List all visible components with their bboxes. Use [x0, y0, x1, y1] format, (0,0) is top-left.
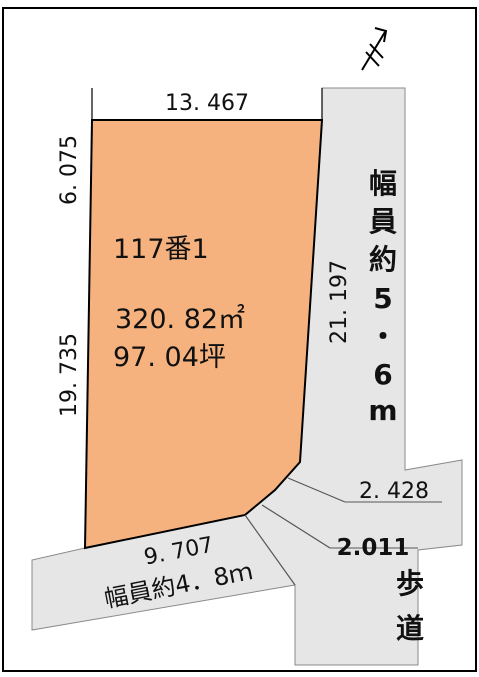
- sidewalk-char: 歩: [396, 567, 424, 600]
- sidewalk-label: 歩 道: [396, 567, 424, 645]
- dimension-left-upper: 6. 075: [57, 135, 82, 205]
- east-road-char: 約: [369, 243, 397, 276]
- east-road-char: 6: [373, 358, 392, 391]
- north-arrow-icon: [361, 27, 388, 71]
- corner-leader-lower: [261, 504, 331, 549]
- lot-area-sqm: 320. 82㎡: [115, 304, 245, 335]
- lot-area-tsubo: 97. 04坪: [113, 342, 226, 373]
- east-road-char: m: [368, 394, 397, 427]
- dimension-right: 21. 197: [327, 260, 352, 344]
- east-road-char: ・: [369, 320, 397, 353]
- east-road-char: 5: [373, 282, 392, 315]
- east-road-label: 幅 員 約 5 ・ 6 m: [368, 167, 397, 427]
- sidewalk-char: 道: [396, 612, 424, 645]
- sidewalk-boundary-line: [244, 514, 296, 586]
- east-road-char: 幅: [369, 167, 397, 200]
- dimension-corner-upper: 2. 428: [359, 479, 429, 504]
- dimension-corner-lower: 2.011: [337, 535, 410, 561]
- lot-number: 117番1: [113, 234, 209, 265]
- dimension-left-lower: 19. 735: [57, 333, 82, 417]
- corner-leader-upper: [287, 477, 346, 503]
- east-road-char: 員: [369, 205, 397, 238]
- dimension-top: 13. 467: [165, 91, 249, 116]
